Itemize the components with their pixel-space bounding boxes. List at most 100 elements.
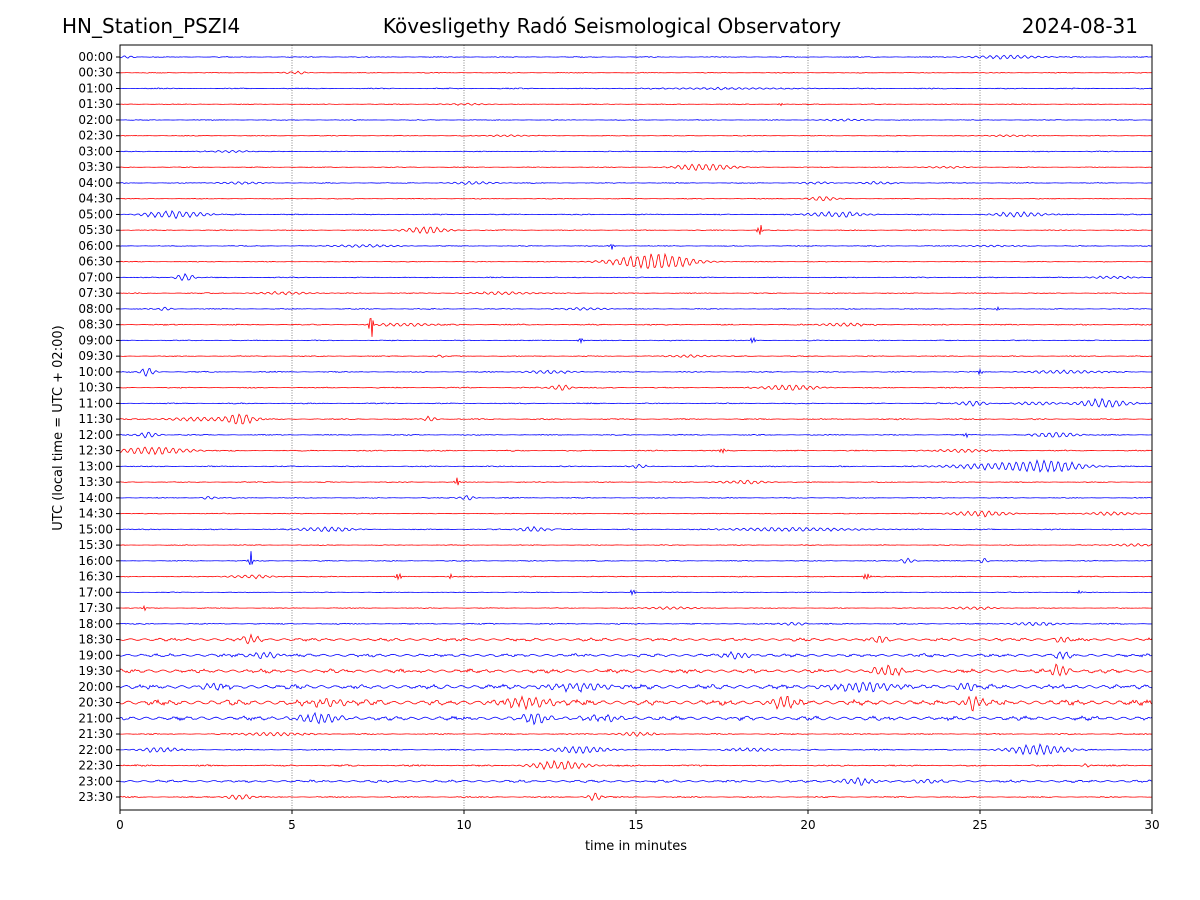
y-tick-label: 09:00	[78, 333, 113, 347]
y-tick-label: 22:00	[78, 743, 113, 757]
y-tick-label: 21:30	[78, 727, 113, 741]
trace-1400	[119, 495, 1153, 501]
y-tick-label: 01:30	[78, 97, 113, 111]
date-label: 2024-08-31	[1021, 14, 1138, 38]
trace-1130	[119, 413, 1153, 425]
y-tick-label: 08:00	[78, 302, 113, 316]
y-tick-label: 05:00	[78, 207, 113, 221]
trace-0630	[119, 252, 1153, 270]
trace-0530	[119, 225, 1153, 235]
trace-2230	[119, 759, 1153, 771]
trace-1600	[119, 551, 1153, 566]
y-tick-label: 07:30	[78, 286, 113, 300]
y-tick-label: 16:30	[78, 570, 113, 584]
y-tick-label: 16:00	[78, 554, 113, 568]
x-tick-label: 30	[1144, 818, 1159, 832]
y-tick-label: 14:30	[78, 507, 113, 521]
y-tick-label: 09:30	[78, 349, 113, 363]
trace-1630	[119, 572, 1153, 581]
y-tick-label: 00:30	[78, 66, 113, 80]
y-tick-label: 19:00	[78, 648, 113, 662]
trace-1330	[119, 477, 1153, 486]
x-tick-label: 25	[972, 818, 987, 832]
y-tick-label: 23:00	[78, 774, 113, 788]
trace-0730	[119, 290, 1153, 296]
y-tick-label: 22:30	[78, 759, 113, 773]
y-tick-label: 04:00	[78, 176, 113, 190]
y-tick-label: 11:30	[78, 412, 113, 426]
trace-2100	[119, 711, 1153, 726]
trace-0700	[119, 273, 1153, 282]
grid-lines	[291, 45, 981, 810]
y-tick-label: 14:00	[78, 491, 113, 505]
y-tick-label: 13:30	[78, 475, 113, 489]
y-tick-label: 17:00	[78, 585, 113, 599]
trace-1700	[119, 589, 1153, 596]
trace-0230	[119, 134, 1153, 138]
y-tick-label: 02:00	[78, 113, 113, 127]
y-tick-label: 08:30	[78, 318, 113, 332]
y-tick-label: 15:30	[78, 538, 113, 552]
y-tick-label: 05:30	[78, 223, 113, 237]
trace-0030	[119, 70, 1153, 75]
y-axis-label: UTC (local time = UTC + 02:00)	[51, 325, 66, 530]
trace-1200	[119, 431, 1153, 439]
y-tick-label: 07:00	[78, 270, 113, 284]
y-tick-label: 10:00	[78, 365, 113, 379]
y-tick-label: 15:00	[78, 522, 113, 536]
y-tick-label: 11:00	[78, 396, 113, 410]
trace-2000	[119, 681, 1153, 693]
trace-0900	[119, 336, 1153, 345]
trace-0400	[119, 180, 1153, 185]
y-tick-label: 06:00	[78, 239, 113, 253]
x-tick-label: 10	[456, 818, 471, 832]
trace-0600	[119, 243, 1153, 250]
y-tick-label: 00:00	[78, 50, 113, 64]
x-tick-label: 15	[628, 818, 643, 832]
y-tick-label: 12:00	[78, 428, 113, 442]
y-tick-label: 06:30	[78, 255, 113, 269]
trace-0000	[119, 54, 1153, 60]
trace-1730	[120, 604, 1153, 612]
trace-1900	[119, 650, 1153, 661]
trace-0130	[119, 102, 1153, 107]
trace-1030	[119, 384, 1153, 391]
trace-0800	[119, 305, 1153, 312]
x-tick-label: 0	[116, 818, 124, 832]
y-tick-label: 21:00	[78, 711, 113, 725]
trace-0430	[119, 196, 1153, 202]
trace-1830	[119, 633, 1153, 645]
x-axis-label: time in minutes	[585, 839, 687, 854]
trace-1530	[119, 543, 1153, 547]
trace-2200	[119, 743, 1153, 756]
y-tick-label: 03:30	[78, 160, 113, 174]
y-tick-label: 04:30	[78, 192, 113, 206]
y-tick-label: 17:30	[78, 601, 113, 615]
trace-0330	[119, 163, 1152, 172]
y-tick-label: 20:30	[78, 696, 113, 710]
y-tick-label: 18:00	[78, 617, 113, 631]
trace-2030	[119, 695, 1153, 712]
x-tick-label: 20	[800, 818, 815, 832]
y-tick-label: 23:30	[78, 790, 113, 804]
trace-0830	[119, 317, 1153, 337]
trace-1100	[119, 397, 1153, 408]
y-tick-label: 02:30	[78, 129, 113, 143]
trace-0300	[119, 150, 1153, 154]
trace-1300	[119, 459, 1153, 473]
chart-title: Kövesligethy Radó Seismological Observat…	[382, 14, 842, 38]
trace-1000	[119, 368, 1153, 377]
trace-0100	[119, 86, 1153, 91]
trace-2130	[119, 731, 1153, 737]
trace-1430	[119, 510, 1153, 518]
trace-0930	[119, 354, 1153, 358]
trace-1800	[119, 621, 1153, 627]
station-name: HN_Station_PSZI4	[62, 14, 241, 38]
x-axis: 0 5 10 15 20 25 30	[116, 810, 1160, 832]
trace-0500	[119, 209, 1153, 220]
trace-1500	[119, 525, 1153, 533]
trace-1230	[119, 446, 1153, 456]
y-tick-label: 10:30	[78, 381, 113, 395]
